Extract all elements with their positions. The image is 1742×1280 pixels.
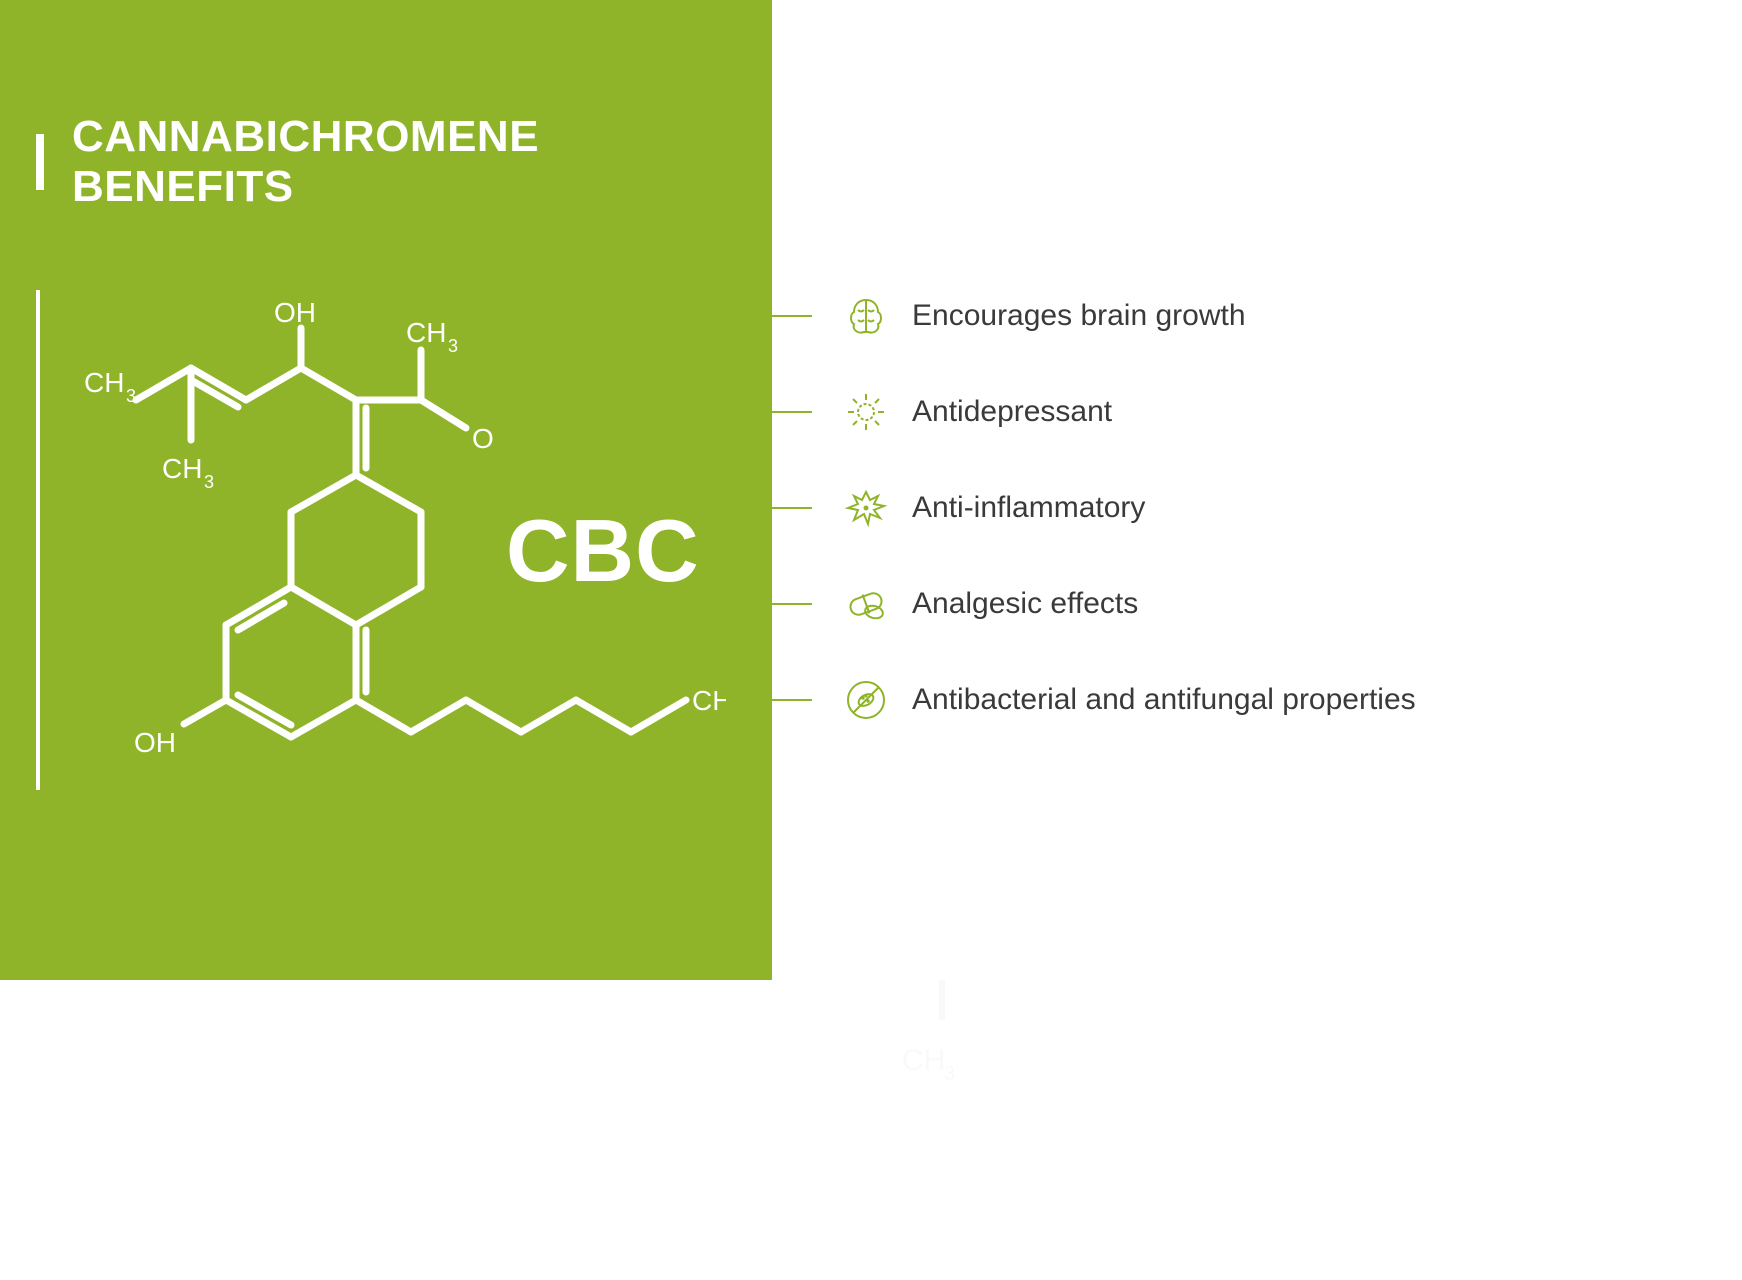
benefit-list: Encourages brain growth Antidepressant Ant…	[772, 268, 1742, 748]
pill-icon	[844, 582, 888, 626]
brain-icon	[844, 294, 888, 338]
title-accent-bar	[36, 134, 44, 190]
benefit-item: Encourages brain growth	[772, 268, 1742, 364]
left-panel: CANNABICHROMENE BENEFITS	[0, 0, 772, 980]
svg-text:CH: CH	[162, 453, 202, 484]
benefit-label: Antidepressant	[912, 395, 1112, 429]
svg-text:O: O	[472, 423, 494, 454]
benefit-item: Antidepressant	[772, 364, 1742, 460]
svg-text:CH: CH	[406, 317, 446, 348]
svg-text:3: 3	[448, 336, 458, 356]
svg-text:OH: OH	[134, 727, 176, 758]
svg-text:CH: CH	[84, 367, 124, 398]
svg-text:3: 3	[944, 1063, 955, 1085]
molecule-diagram: CH3 OH CH3 CH3 O OH CH3 CBC	[36, 290, 736, 810]
benefit-tick	[772, 699, 812, 701]
title-row: CANNABICHROMENE BENEFITS	[36, 112, 772, 212]
benefit-item: Antibacterial and antifungal properties	[772, 652, 1742, 748]
svg-text:OH: OH	[274, 300, 316, 328]
svg-text:3: 3	[204, 472, 214, 492]
benefit-tick	[772, 411, 812, 413]
benefit-label: Analgesic effects	[912, 587, 1138, 621]
cbc-abbreviation: CBC	[506, 500, 700, 602]
benefit-label: Antibacterial and antifungal properties	[912, 683, 1416, 717]
no-germ-icon	[844, 678, 888, 722]
right-panel: Encourages brain growth Antidepressant Ant…	[772, 0, 1742, 980]
benefit-tick	[772, 315, 812, 317]
benefit-tick	[772, 507, 812, 509]
sun-icon	[844, 390, 888, 434]
benefit-label: Encourages brain growth	[912, 299, 1246, 333]
svg-text:3: 3	[126, 386, 136, 406]
svg-text:CH: CH	[902, 1044, 945, 1077]
benefit-label: Anti-inflammatory	[912, 491, 1145, 525]
page-title: CANNABICHROMENE BENEFITS	[72, 112, 772, 212]
burst-icon	[844, 486, 888, 530]
svg-text:CH: CH	[692, 685, 726, 716]
benefit-item: Anti-inflammatory	[772, 460, 1742, 556]
benefit-tick	[772, 603, 812, 605]
benefit-item: Analgesic effects	[772, 556, 1742, 652]
molecule-accent-bar	[36, 290, 40, 790]
